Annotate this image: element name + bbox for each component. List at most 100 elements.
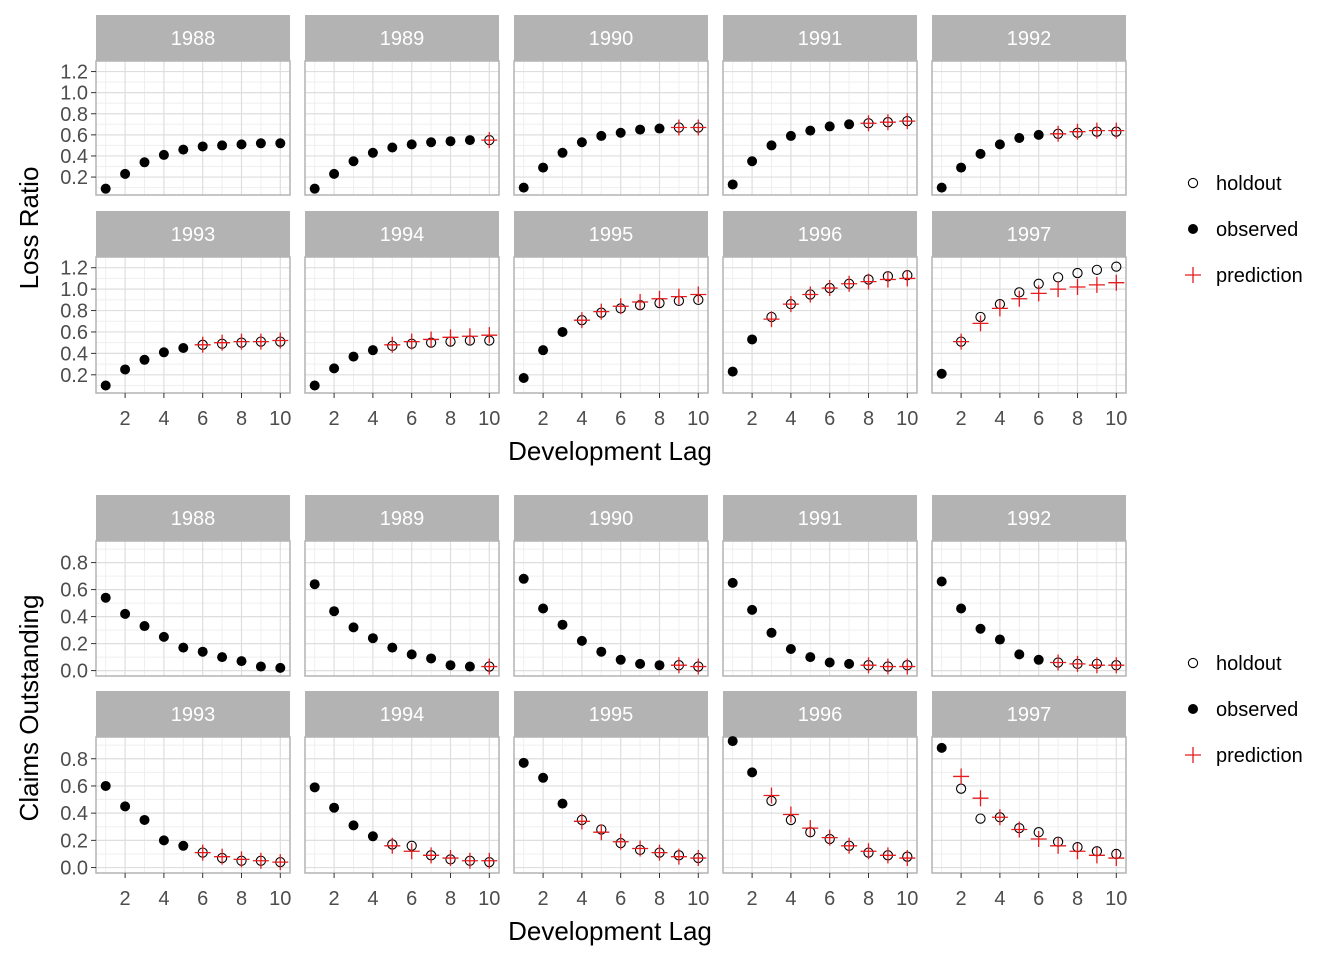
- x-tick-label: 8: [236, 408, 247, 430]
- prediction-point: [233, 851, 250, 868]
- prediction-point: [632, 293, 649, 310]
- prediction-point: [860, 115, 877, 132]
- panel-border: [304, 736, 500, 874]
- panel-border: [931, 256, 1127, 394]
- prediction-point: [461, 852, 478, 869]
- prediction-point: [899, 270, 916, 287]
- prediction-point: [1069, 278, 1086, 295]
- observed-point: [445, 660, 456, 671]
- observed-point: [727, 736, 738, 747]
- facet-panel-1991: 1991: [722, 495, 918, 677]
- prediction-point: [782, 806, 799, 823]
- y-tick-label: 0.6: [60, 322, 88, 344]
- observed-point: [538, 603, 549, 614]
- prediction-point: [1011, 821, 1028, 838]
- x-tick-label: 6: [1033, 888, 1044, 910]
- y-tick-label: 0.8: [60, 749, 88, 771]
- prediction-point: [272, 854, 289, 871]
- holdout-point: [975, 813, 986, 824]
- legend-label: holdout: [1216, 653, 1282, 675]
- prediction-point: [899, 658, 916, 675]
- x-tick-label: 2: [538, 408, 549, 430]
- observed-point: [139, 814, 150, 825]
- facet-strip-label: 1996: [798, 224, 843, 246]
- observed-point: [445, 136, 456, 147]
- observed-point: [518, 757, 529, 768]
- observed-point: [275, 138, 286, 149]
- observed-point: [139, 354, 150, 365]
- prediction-point: [423, 847, 440, 864]
- prediction-point: [593, 303, 610, 320]
- facet-strip-label: 1993: [171, 224, 216, 246]
- prediction-point: [651, 290, 668, 307]
- observed-point: [635, 124, 646, 135]
- facet-panel-1996: 1996 2 4 6 8 10: [722, 211, 918, 430]
- facet-strip: [96, 495, 290, 541]
- facet-strip-label: 1995: [589, 224, 634, 246]
- panel-border: [722, 736, 918, 874]
- observed-point: [348, 820, 359, 831]
- observed-point: [747, 334, 758, 345]
- legend-key-holdout: [1187, 657, 1199, 669]
- prediction-point: [573, 813, 590, 830]
- observed-point: [936, 368, 947, 379]
- x-tick-label: 4: [158, 888, 169, 910]
- observed-point: [1033, 129, 1044, 140]
- x-tick-label: 10: [687, 408, 709, 430]
- observed-point: [100, 592, 111, 603]
- legend-label: prediction: [1216, 745, 1303, 767]
- observed-point: [727, 366, 738, 377]
- observed-point: [158, 835, 169, 846]
- panel-border: [513, 540, 709, 677]
- panel-background: [723, 737, 917, 873]
- legend-label: observed: [1216, 219, 1298, 241]
- prediction-point: [972, 315, 989, 332]
- observed-point: [120, 801, 131, 812]
- facet-strip-label: 1992: [1007, 28, 1052, 50]
- observed-point: [255, 138, 266, 149]
- prediction-point: [1108, 122, 1125, 139]
- prediction-point: [1088, 657, 1105, 674]
- observed-point: [309, 579, 320, 590]
- observed-point: [217, 140, 228, 151]
- observed-point: [275, 662, 286, 673]
- y-tick-label: 1.0: [60, 279, 88, 301]
- panel-border: [722, 256, 918, 394]
- prediction-point: [670, 657, 687, 674]
- prediction-point: [690, 119, 707, 136]
- observed-point: [309, 183, 320, 194]
- observed-point: [785, 644, 796, 654]
- prediction-point: [763, 311, 780, 328]
- prediction-point: [1050, 654, 1067, 671]
- observed-point: [936, 182, 947, 193]
- x-tick-label: 8: [863, 408, 874, 430]
- prediction-point: [423, 331, 440, 348]
- observed-point: [956, 162, 967, 173]
- x-tick-label: 4: [367, 888, 378, 910]
- observed-point: [100, 183, 111, 194]
- observed-point: [178, 144, 189, 155]
- facet-strip: [514, 211, 708, 257]
- observed-point: [178, 343, 189, 354]
- observed-point: [309, 380, 320, 391]
- prediction-point: [690, 658, 707, 675]
- prediction-point: [879, 271, 896, 288]
- prediction-point: [1108, 274, 1125, 291]
- prediction-point: [403, 333, 420, 350]
- facet-panel-1988: 1988 0.0 0.2 0.4 0.6 0.8: [60, 495, 291, 683]
- prediction-point: [953, 768, 970, 785]
- x-tick-label: 2: [956, 888, 967, 910]
- chart-panel-group-2: 1988 0.0 0.2 0.4 0.6 0.8 1989 1990 1991 1992 1993 0…: [14, 495, 1303, 946]
- facet-strip-label: 1990: [589, 508, 634, 530]
- x-tick-label: 10: [896, 408, 918, 430]
- observed-point: [158, 631, 169, 642]
- facet-panel-1994: 1994 2 4 6 8 10: [304, 211, 500, 430]
- observed-point: [596, 130, 607, 141]
- panel-border: [513, 60, 709, 196]
- observed-point: [329, 363, 340, 374]
- observed-point: [994, 634, 1005, 645]
- prediction-point: [651, 844, 668, 861]
- observed-point: [518, 182, 529, 193]
- facet-panel-1990: 1990: [513, 495, 709, 677]
- prediction-point: [442, 329, 459, 346]
